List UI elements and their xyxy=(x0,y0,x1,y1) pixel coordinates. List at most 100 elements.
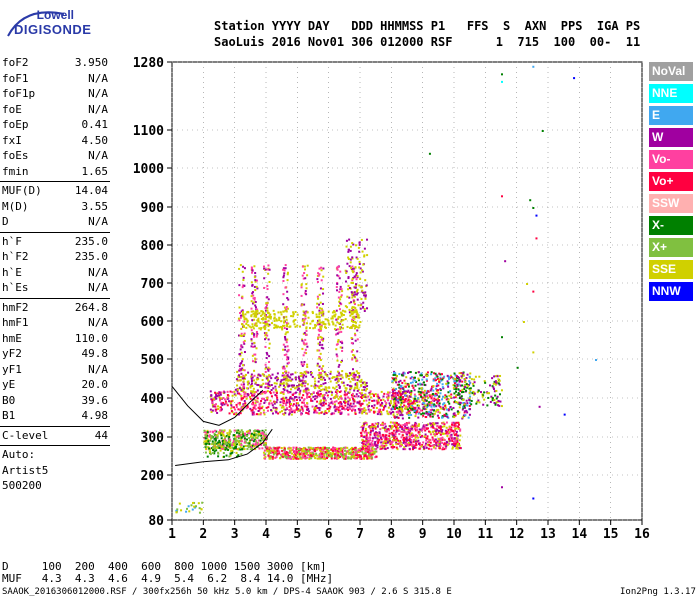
echo-point xyxy=(284,408,287,411)
echo-point xyxy=(413,400,416,403)
echo-point xyxy=(226,404,229,407)
echo-point xyxy=(354,410,357,413)
x-tick-label: 9 xyxy=(419,527,427,542)
echo-point xyxy=(346,401,349,404)
echo-point xyxy=(349,457,352,460)
echo-point xyxy=(456,393,459,396)
echo-point xyxy=(424,433,427,436)
echo-point xyxy=(399,394,402,397)
echo-point xyxy=(375,455,378,458)
echo-point xyxy=(240,398,243,401)
echo-point xyxy=(419,391,422,394)
echo-point xyxy=(218,446,221,449)
echo-point xyxy=(289,376,292,379)
echo-point xyxy=(265,447,268,450)
echo-point xyxy=(351,242,354,245)
echo-point xyxy=(282,365,285,368)
echo-point xyxy=(444,415,447,418)
echo-point xyxy=(226,432,229,435)
echo-point xyxy=(206,437,209,440)
echo-point xyxy=(228,439,231,442)
echo-point xyxy=(306,345,309,348)
echo-point xyxy=(262,311,265,314)
echo-point xyxy=(243,405,246,408)
param-g2-2: D N/A xyxy=(2,215,108,229)
echo-point xyxy=(235,443,238,446)
echo-point xyxy=(216,405,219,408)
echo-point xyxy=(274,326,277,329)
echo-point xyxy=(293,409,296,412)
echo-point xyxy=(436,400,439,403)
echo-point xyxy=(419,443,422,446)
echo-point xyxy=(328,323,331,326)
echo-point xyxy=(211,401,214,404)
echo-point xyxy=(298,454,301,457)
echo-point xyxy=(283,447,286,450)
echo-point xyxy=(261,313,264,316)
echo-point xyxy=(216,411,219,414)
echo-point xyxy=(301,347,304,350)
echo-point xyxy=(420,445,423,448)
echo-point xyxy=(499,374,502,377)
echo-point xyxy=(447,377,450,380)
echo-point xyxy=(346,406,349,409)
echo-point xyxy=(411,403,414,406)
echo-point xyxy=(401,373,404,376)
echo-point xyxy=(306,363,309,366)
echo-point xyxy=(456,446,459,449)
echo-point xyxy=(254,404,257,407)
echo-point xyxy=(256,332,259,335)
echo-point xyxy=(370,409,373,412)
echo-point xyxy=(327,319,330,322)
echo-point xyxy=(348,265,351,268)
param-g1-0: foF2 3.950 xyxy=(2,56,108,70)
echo-point xyxy=(232,441,235,444)
echo-point xyxy=(374,431,377,434)
legend-item-sse: SSE xyxy=(649,260,693,279)
echo-point xyxy=(303,331,306,334)
echo-point xyxy=(338,390,341,393)
echo-point xyxy=(302,394,305,397)
echo-point xyxy=(178,502,181,505)
echo-point xyxy=(423,397,426,400)
echo-point xyxy=(313,409,316,412)
echo-point xyxy=(595,359,597,361)
echo-point xyxy=(290,388,293,391)
echo-point xyxy=(357,448,360,451)
echo-point xyxy=(452,377,455,380)
echo-point xyxy=(301,453,304,456)
echo-point xyxy=(413,376,416,379)
echo-point xyxy=(384,428,387,431)
echo-point xyxy=(260,443,263,446)
echo-point xyxy=(285,454,288,457)
echo-point xyxy=(444,447,447,450)
echo-point xyxy=(407,414,410,417)
echo-point xyxy=(286,297,289,300)
echo-point xyxy=(292,384,295,387)
echo-point xyxy=(397,380,400,383)
echo-point xyxy=(282,406,285,409)
echo-point xyxy=(431,385,434,388)
echo-point xyxy=(443,375,446,378)
echo-point xyxy=(318,374,321,377)
echo-point xyxy=(461,416,464,419)
echo-point xyxy=(266,296,269,299)
echo-point xyxy=(235,451,238,454)
echo-point xyxy=(322,396,325,399)
echo-point xyxy=(296,313,299,316)
echo-point xyxy=(359,455,362,458)
echo-point xyxy=(359,277,362,280)
echo-point xyxy=(362,409,365,412)
echo-point xyxy=(350,405,353,408)
echo-point xyxy=(360,432,363,435)
y-tick-label: 500 xyxy=(141,353,165,368)
echo-point xyxy=(386,399,389,402)
echo-point xyxy=(285,315,288,318)
echo-point xyxy=(379,435,382,438)
echo-point xyxy=(295,406,298,409)
echo-point xyxy=(498,379,501,382)
echo-point xyxy=(252,436,255,439)
echo-point xyxy=(320,269,323,272)
echo-point xyxy=(290,408,293,411)
echo-point xyxy=(369,439,372,442)
